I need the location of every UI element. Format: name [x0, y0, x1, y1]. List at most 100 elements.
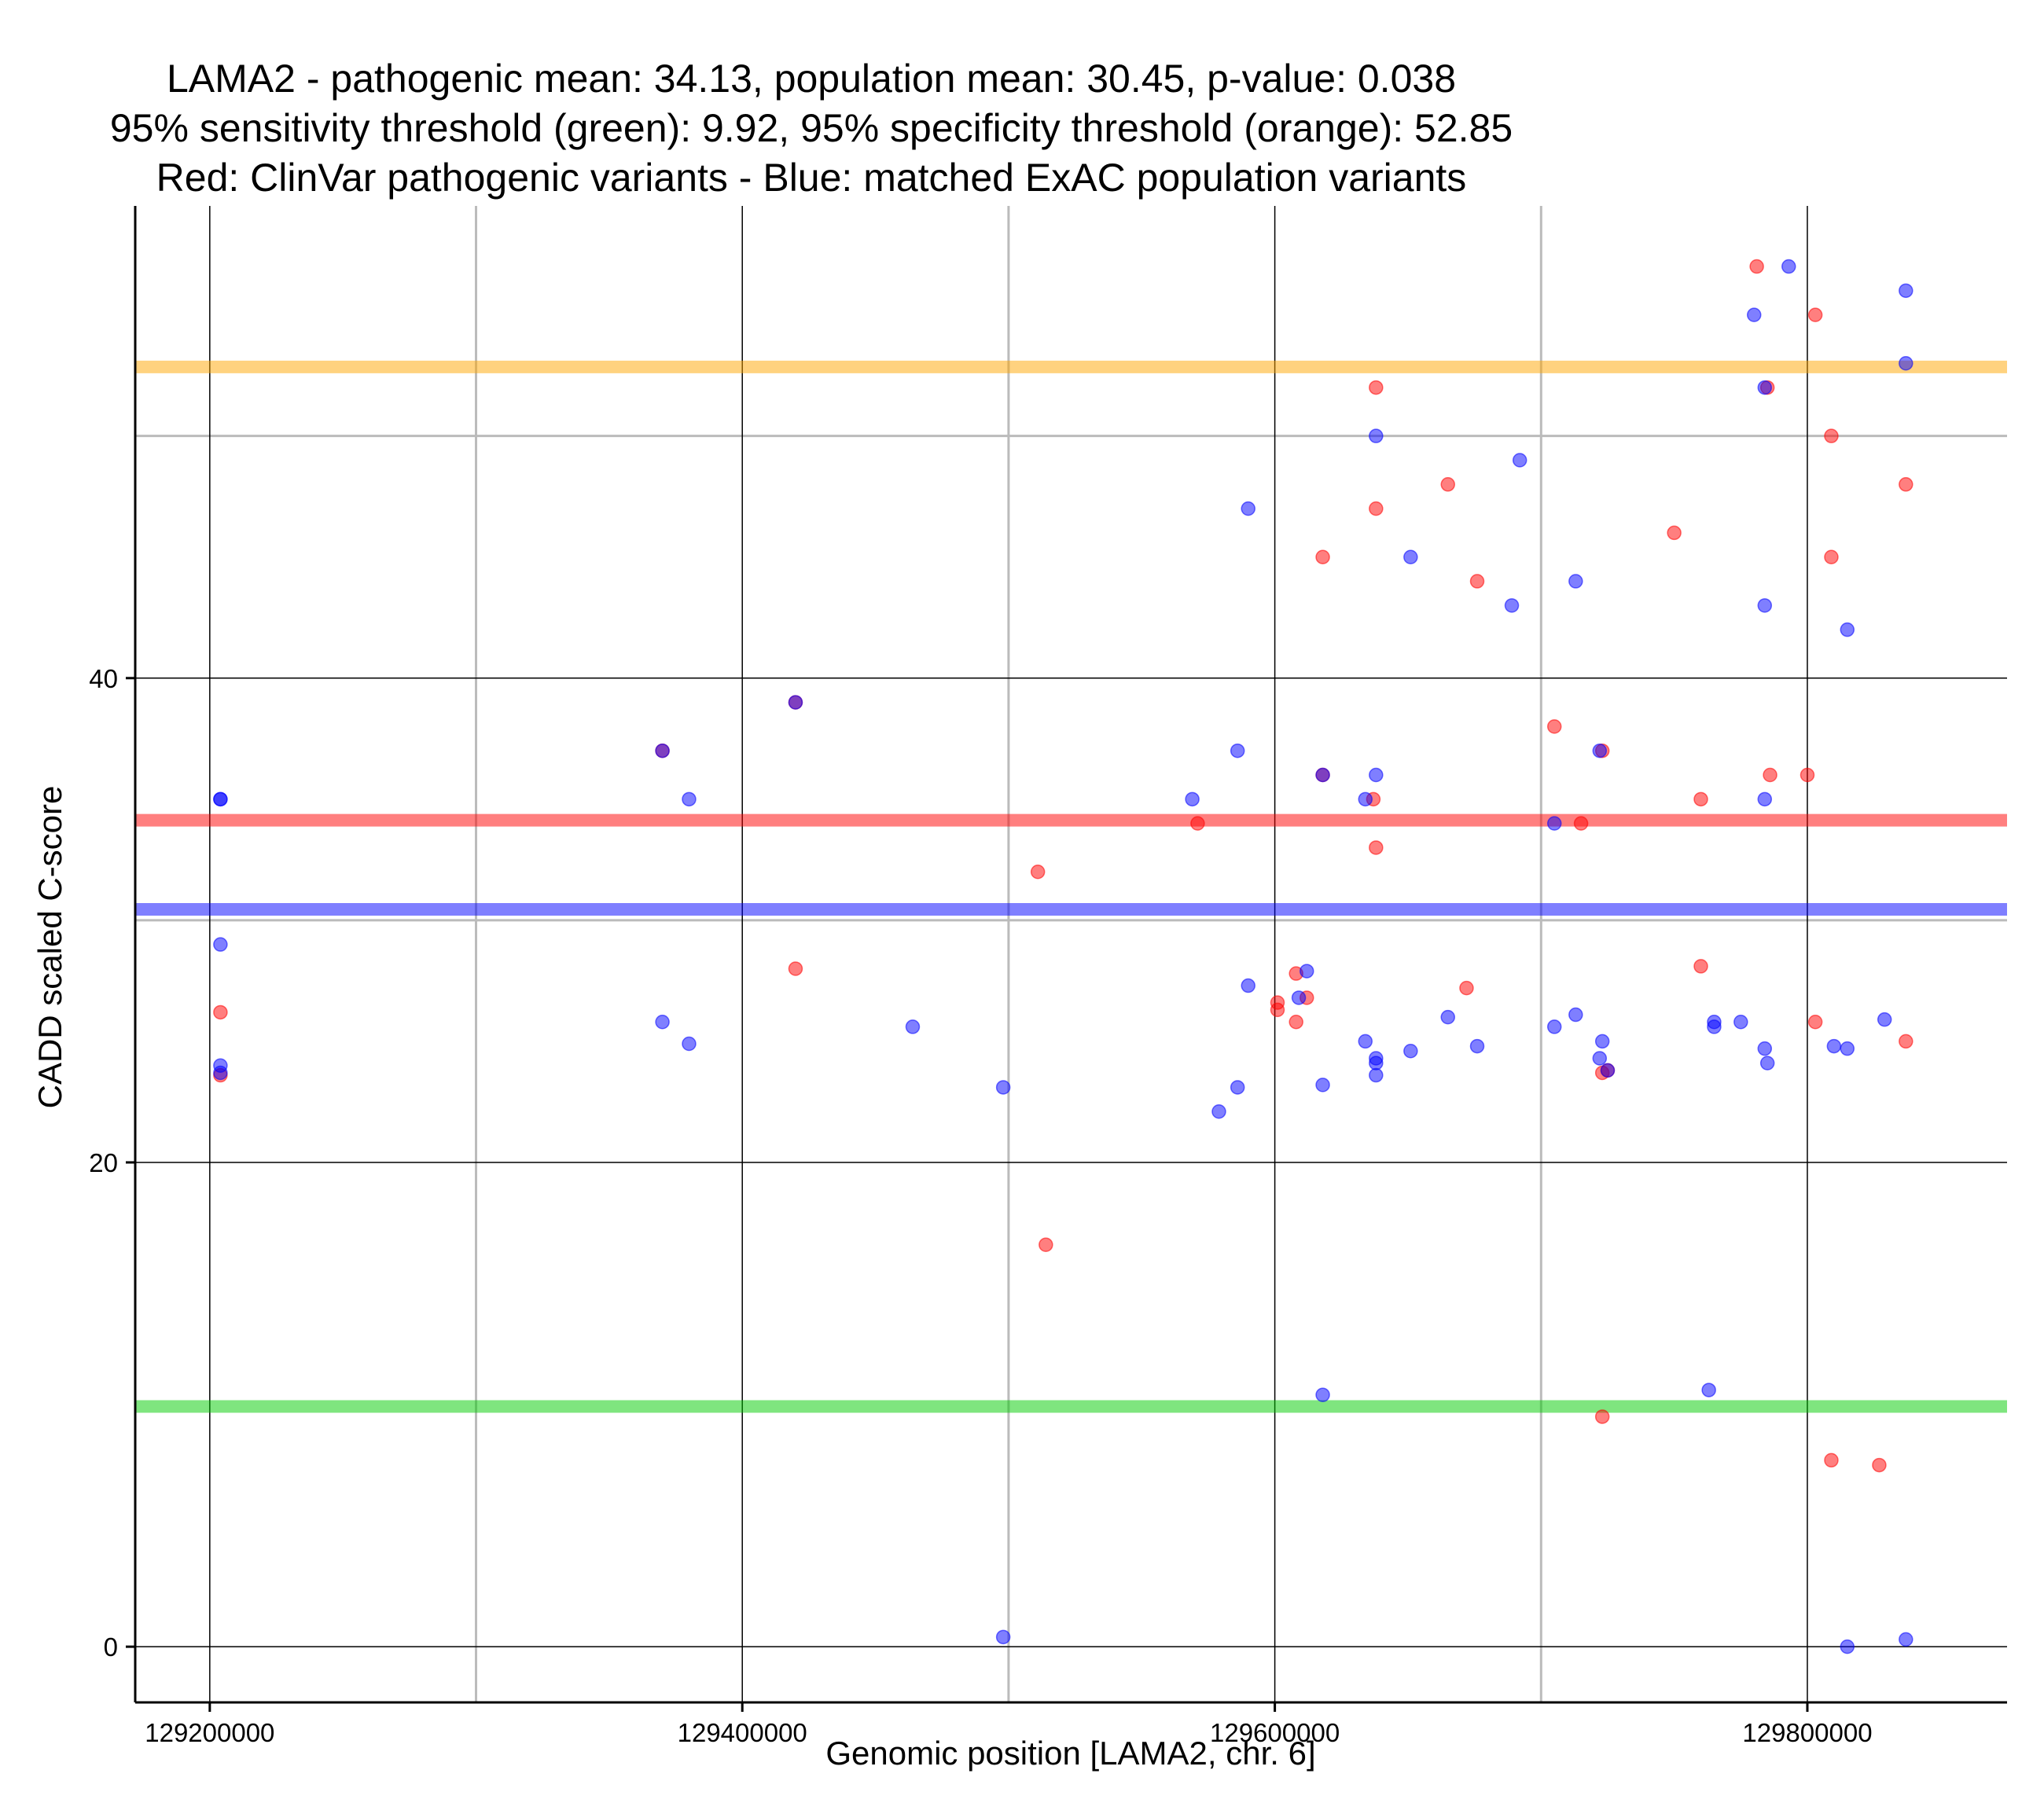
population-variant-point — [1592, 1051, 1608, 1066]
population-variant-point — [1594, 1034, 1610, 1049]
pathogenic-variant-point — [213, 1004, 228, 1020]
population-variant-point — [1707, 1019, 1722, 1034]
population-variant-point — [905, 1019, 921, 1034]
pathogenic-variant-point — [1872, 1457, 1887, 1473]
population-variant-point — [995, 1629, 1011, 1645]
population-variant-point — [213, 937, 228, 952]
pathogenic-variant-point — [1369, 380, 1384, 395]
population-variant-point — [1877, 1012, 1892, 1027]
population-variant-point — [1757, 791, 1773, 807]
population-variant-point — [1369, 428, 1384, 443]
population-variant-point — [1230, 743, 1245, 758]
population-variant-point — [1185, 791, 1200, 807]
pathogenic-variant-point — [1667, 525, 1682, 541]
population-variant-point — [1757, 598, 1773, 613]
population-variant-point — [1504, 598, 1520, 613]
population-variant-point — [1733, 1015, 1748, 1030]
population-variant-point — [1701, 1383, 1716, 1397]
population-variant-point — [682, 1036, 697, 1052]
x-axis-ticks: 129200000 129400000 129600000 129800000 — [145, 1702, 1873, 1747]
pathogenic-variant-point — [1369, 501, 1384, 516]
y-tick-label: 0 — [104, 1632, 118, 1662]
pathogenic-variant-point — [1573, 816, 1589, 831]
title-line-1: LAMA2 - pathogenic mean: 34.13, populati… — [167, 57, 1456, 101]
x-tick-label: 129200000 — [145, 1718, 274, 1747]
population-variant-point — [1840, 1041, 1855, 1056]
population-variant-point — [1315, 1387, 1330, 1402]
population-variant-point — [213, 1065, 228, 1081]
x-tick-label: 129600000 — [1210, 1718, 1340, 1747]
pathogenic-variant-point — [1030, 864, 1046, 879]
title-line-3: Red: ClinVar pathogenic variants - Blue:… — [156, 156, 1467, 200]
population-variant-point — [1512, 453, 1527, 468]
title-line-2: 95% sensitivity threshold (green): 9.92,… — [110, 106, 1513, 150]
pathogenic-variant-point — [1459, 980, 1474, 996]
pathogenic-variant-point — [1899, 477, 1913, 492]
pathogenic-variant-point — [1693, 791, 1708, 807]
population-variant-point — [1546, 1019, 1562, 1034]
population-variant-point — [1440, 1009, 1455, 1025]
population-variant-point — [1358, 791, 1373, 807]
population-variant-point — [1568, 1007, 1583, 1023]
x-tick-label: 129800000 — [1742, 1718, 1872, 1747]
pathogenic-variant-point — [1039, 1237, 1053, 1252]
axes — [134, 206, 2007, 1704]
population-variant-point — [1781, 259, 1796, 274]
pathogenic-variant-point — [1749, 259, 1764, 274]
pathogenic-variant-point — [1763, 767, 1777, 783]
pathogenic-variant-point — [1899, 1034, 1913, 1049]
y-tick-label: 20 — [89, 1148, 118, 1177]
population-variant-point — [995, 1080, 1011, 1095]
population-variant-point — [1291, 990, 1307, 1005]
pathogenic-variant-point — [1824, 549, 1839, 564]
pathogenic-variant-point — [1289, 1015, 1303, 1030]
population-variant-point — [1241, 978, 1255, 993]
pathogenic-variant-point — [1594, 1409, 1610, 1424]
population-variant-point — [1241, 501, 1255, 516]
population-variant-point — [1757, 1041, 1773, 1056]
y-axis-ticks: 0 20 40 — [89, 664, 135, 1662]
population-variant-point — [1230, 1080, 1245, 1095]
pathogenic-variant-point — [788, 961, 803, 976]
population-variant-point — [655, 1015, 670, 1030]
reference-lines — [135, 360, 2007, 1413]
population-variant-point — [1315, 1078, 1330, 1092]
population-variant-point — [1592, 743, 1608, 758]
pathogenic-variant-point — [1546, 719, 1562, 734]
pathogenic-variant-point — [1440, 477, 1455, 492]
population-variant-point — [1469, 1038, 1485, 1054]
y-tick-label: 40 — [89, 664, 118, 693]
pathogenic-variant-point — [1807, 307, 1823, 322]
population-variant-point — [1899, 1632, 1913, 1647]
population-variant-point — [1757, 380, 1773, 395]
population-variant-point — [1746, 307, 1762, 322]
population-variant-point — [1358, 1034, 1373, 1049]
population-variant-point — [682, 791, 697, 807]
pathogenic-variant-point — [1824, 1452, 1839, 1468]
population-variant-point — [1840, 622, 1855, 637]
population-variant-point — [1826, 1038, 1842, 1054]
population-variant-point — [1299, 964, 1314, 979]
population-variant-point — [655, 743, 670, 758]
x-axis-label: Genomic position [LAMA2, chr. 6] — [825, 1735, 1315, 1772]
population-variant-point — [1369, 767, 1384, 783]
pathogenic-variant-point — [1800, 767, 1815, 783]
pathogenic-variant-point — [1315, 549, 1330, 564]
chart-title: LAMA2 - pathogenic mean: 34.13, populati… — [110, 57, 1513, 200]
pathogenic-variant-point — [1807, 1015, 1823, 1030]
pathogenic-variant-point — [1693, 959, 1708, 974]
population-variant-point — [1840, 1639, 1855, 1654]
population-variant-point — [1600, 1063, 1616, 1078]
pathogenic-variant-point — [1824, 428, 1839, 443]
population-variant-point — [1403, 1043, 1418, 1059]
minor-gridlines — [135, 206, 2007, 1702]
y-axis-label: CADD scaled C-score — [31, 786, 68, 1109]
population-variant-point — [213, 791, 228, 807]
data-points — [213, 259, 1913, 1654]
population-variant-point — [1369, 1056, 1384, 1070]
pathogenic-variant-point — [1270, 1002, 1285, 1018]
pathogenic-variant-point — [1469, 574, 1485, 589]
population-variant-point — [1369, 1067, 1384, 1083]
population-variant-point — [1759, 1056, 1775, 1070]
